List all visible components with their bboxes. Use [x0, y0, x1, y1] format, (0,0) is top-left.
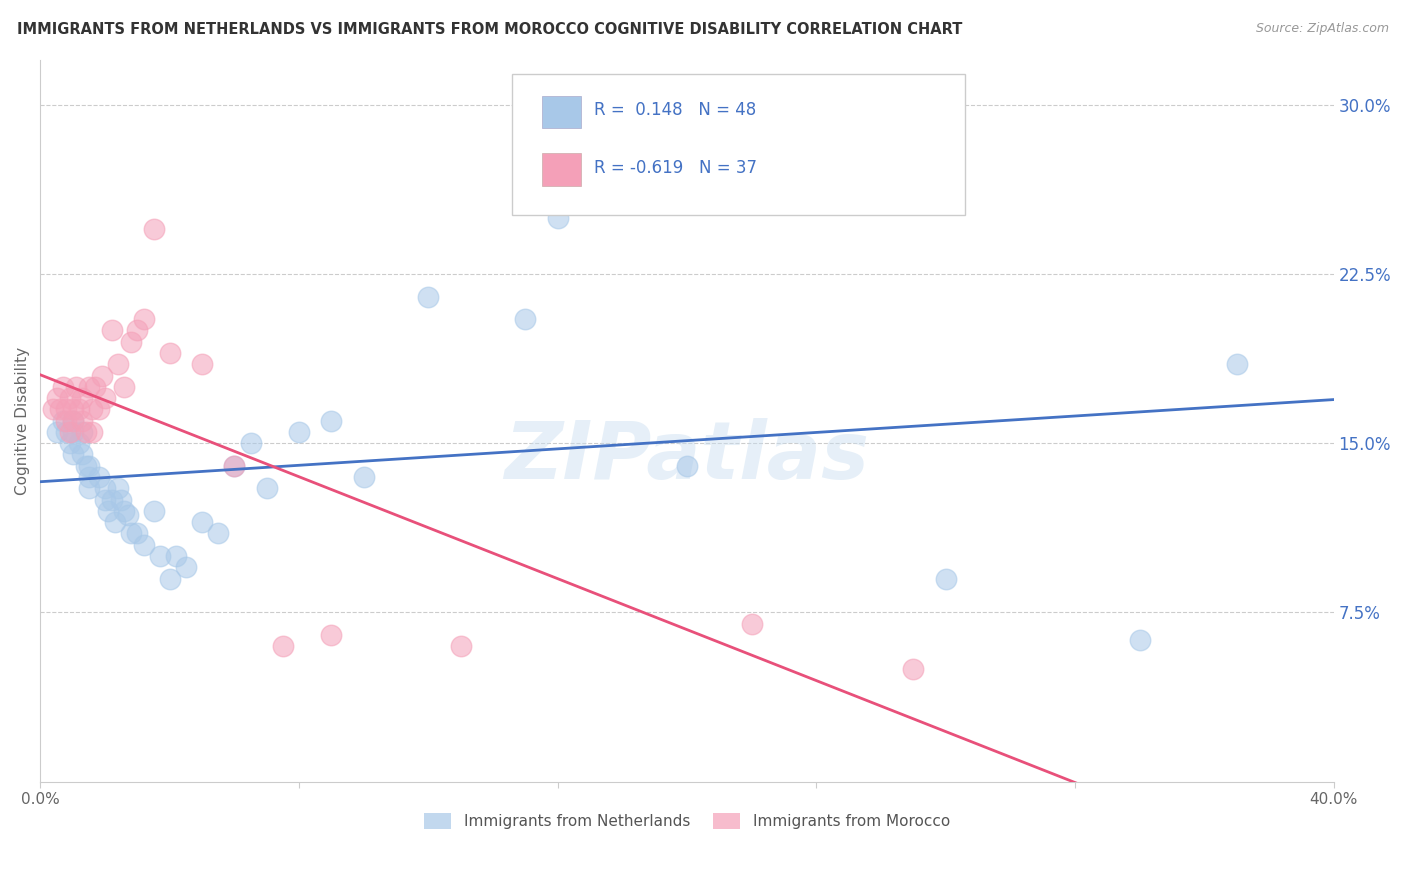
Point: [110, 492, 132, 507]
Point: [104, 515, 127, 529]
Point: [191, 515, 214, 529]
Point: [450, 640, 472, 654]
Point: [224, 458, 246, 473]
Point: [120, 334, 142, 349]
Point: [515, 312, 537, 326]
Point: [58, 391, 80, 405]
Point: [77, 380, 100, 394]
Point: [903, 662, 925, 676]
Point: [72, 414, 94, 428]
Point: [84, 380, 107, 394]
Point: [67, 436, 90, 450]
Point: [62, 448, 84, 462]
Point: [191, 357, 214, 371]
Point: [82, 425, 104, 439]
Point: [87, 402, 110, 417]
Point: [127, 323, 149, 337]
Text: Source: ZipAtlas.com: Source: ZipAtlas.com: [1256, 22, 1389, 36]
Legend: Immigrants from Netherlands, Immigrants from Morocco: Immigrants from Netherlands, Immigrants …: [418, 807, 956, 836]
Point: [100, 492, 122, 507]
Point: [741, 616, 763, 631]
Bar: [543, 95, 581, 128]
Point: [45, 391, 67, 405]
Point: [72, 448, 94, 462]
Point: [321, 628, 343, 642]
Point: [75, 425, 97, 439]
Point: [117, 508, 139, 523]
Point: [174, 560, 197, 574]
Text: ZIPatlas: ZIPatlas: [505, 417, 869, 496]
Point: [935, 572, 957, 586]
Point: [159, 572, 181, 586]
Point: [165, 549, 187, 563]
Point: [72, 391, 94, 405]
Point: [114, 504, 136, 518]
Point: [62, 425, 84, 439]
Point: [77, 470, 100, 484]
Point: [120, 526, 142, 541]
Point: [288, 425, 311, 439]
Point: [107, 481, 129, 495]
Point: [72, 425, 94, 439]
Point: [132, 312, 155, 326]
Point: [62, 414, 84, 428]
Point: [321, 414, 343, 428]
Point: [207, 526, 229, 541]
Point: [62, 402, 84, 417]
Point: [239, 436, 262, 450]
Point: [94, 391, 117, 405]
Point: [142, 222, 165, 236]
Point: [55, 425, 77, 439]
Point: [49, 402, 72, 417]
Point: [271, 640, 294, 654]
Point: [90, 368, 112, 383]
Point: [132, 538, 155, 552]
Point: [82, 402, 104, 417]
Point: [58, 425, 80, 439]
Point: [77, 458, 100, 473]
Bar: [543, 153, 581, 186]
Point: [52, 414, 75, 428]
Point: [77, 481, 100, 495]
Point: [62, 414, 84, 428]
Point: [97, 504, 120, 518]
Point: [94, 492, 117, 507]
Point: [142, 504, 165, 518]
Point: [127, 526, 149, 541]
Point: [45, 425, 67, 439]
Point: [52, 380, 75, 394]
Point: [741, 165, 763, 179]
Point: [55, 414, 77, 428]
Point: [42, 402, 65, 417]
Text: R = -0.619   N = 37: R = -0.619 N = 37: [593, 159, 756, 177]
Point: [676, 458, 699, 473]
Point: [55, 402, 77, 417]
Text: IMMIGRANTS FROM NETHERLANDS VS IMMIGRANTS FROM MOROCCO COGNITIVE DISABILITY CORR: IMMIGRANTS FROM NETHERLANDS VS IMMIGRANT…: [17, 22, 962, 37]
Point: [353, 470, 375, 484]
Y-axis label: Cognitive Disability: Cognitive Disability: [15, 347, 30, 495]
Point: [159, 346, 181, 360]
FancyBboxPatch shape: [512, 74, 965, 215]
Point: [87, 470, 110, 484]
Point: [94, 481, 117, 495]
Point: [149, 549, 172, 563]
Point: [75, 458, 97, 473]
Point: [67, 402, 90, 417]
Text: R =  0.148   N = 48: R = 0.148 N = 48: [593, 101, 756, 120]
Point: [107, 357, 129, 371]
Point: [1225, 357, 1247, 371]
Point: [58, 436, 80, 450]
Point: [65, 380, 87, 394]
Point: [224, 458, 246, 473]
Point: [547, 211, 569, 225]
Point: [256, 481, 278, 495]
Point: [418, 289, 440, 303]
Point: [114, 380, 136, 394]
Point: [100, 323, 122, 337]
Point: [1128, 632, 1150, 647]
